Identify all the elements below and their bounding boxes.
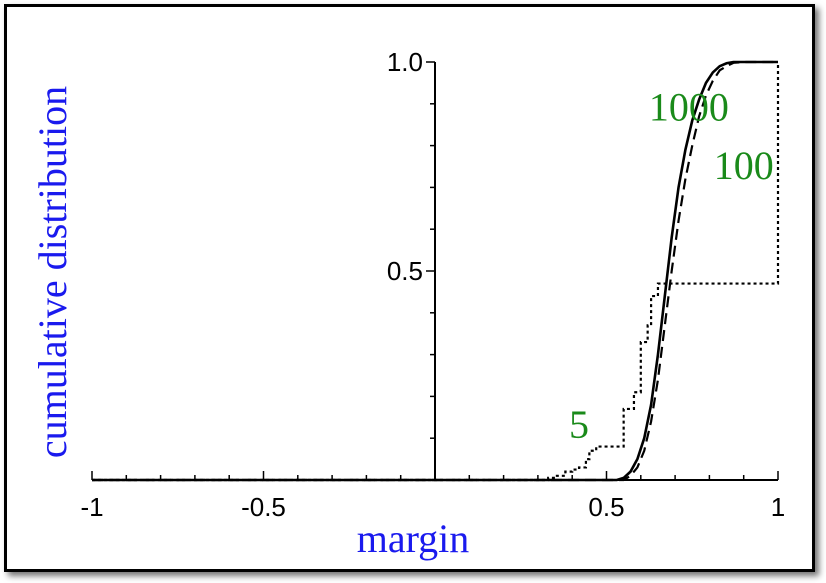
labels-group: -1 -0.5 0.5 1 0.5 1.0 1000 100 5 (80, 47, 785, 522)
y-tick-label: 0.5 (387, 256, 423, 286)
x-tick-label: 1 (771, 492, 785, 522)
y-axis-title: cumulative distribution (30, 86, 75, 458)
series-label-100: 100 (714, 143, 774, 188)
y-tick-label: 1.0 (387, 47, 423, 77)
chart-frame (4, 4, 815, 572)
x-tick-label: -1 (80, 492, 103, 522)
x-tick-label: 0.5 (588, 492, 624, 522)
series-label-5: 5 (569, 402, 589, 447)
series-group (92, 60, 780, 482)
series-line-1000 (92, 60, 778, 482)
x-tick-label: -0.5 (241, 492, 286, 522)
series-line-5 (92, 62, 780, 482)
series-line-100 (92, 60, 778, 482)
x-axis-title: margin (357, 516, 470, 561)
series-label-1000: 1000 (649, 85, 729, 130)
